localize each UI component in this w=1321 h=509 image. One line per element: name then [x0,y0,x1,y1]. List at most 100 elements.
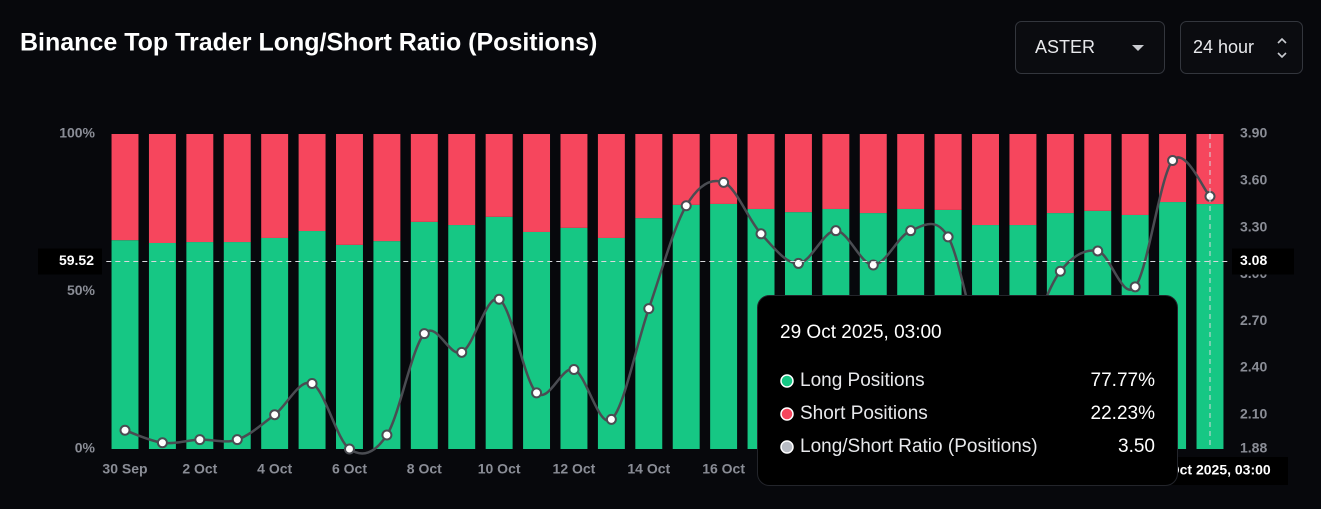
asset-select-label: ASTER [1035,37,1095,57]
ratio-point [343,443,355,455]
bar-segment [523,134,551,232]
bar-segment [298,134,326,232]
bar-segment [1009,134,1037,226]
bar-segment [223,134,251,243]
ratio-point [418,328,430,340]
bar-segment [672,204,700,449]
ratio-point [456,346,468,358]
bar-segment [710,134,738,204]
bar-segment [373,134,401,242]
tooltip-value: 22.23% [1091,403,1156,424]
x-tick-label: 8 Oct [407,461,442,477]
period-select-label: 24 hour [1193,37,1254,57]
bar-segment [485,134,513,217]
bar-segment [560,134,588,228]
ratio-point [605,413,617,425]
bar-segment [485,216,513,449]
y2-tick-label: 2.40 [1240,359,1267,375]
bar-segment [972,134,999,226]
asset-select[interactable] [1015,21,1165,74]
ratio-point [718,176,730,188]
y2-tick-label: 3.30 [1240,218,1267,234]
x-tick-label: 6 Oct [332,461,367,477]
tooltip [757,295,1178,486]
period-select[interactable] [1180,21,1303,74]
ratio-point [568,363,580,375]
bar-segment [336,134,363,245]
tooltip-swatch [780,407,794,421]
x-tick-label: 10 Oct [478,461,521,477]
bar-segment [1121,134,1149,215]
tooltip-value: 77.77% [1091,370,1156,391]
ratio-point [867,259,879,271]
bar-segment [784,134,812,213]
y-tick-label: 100% [59,125,95,141]
bar-segment [298,231,326,449]
bar-segment [148,134,176,243]
ratio-point [792,257,804,269]
tooltip-value: 3.50 [1118,436,1155,457]
ratio-point [1054,265,1066,277]
bar-segment [186,134,214,243]
bar-segment [223,242,251,449]
ratio-point [156,437,168,449]
ratio-point [119,424,131,436]
tooltip-series-name: Long Positions [800,370,925,391]
chart-title: Binance Top Trader Long/Short Ratio (Pos… [20,29,597,57]
crosshair-x-label: 29 Oct 2025, 03:00 [1149,462,1271,478]
ratio-point [643,303,655,315]
bar-segment [111,240,139,449]
ratio-point [1167,155,1179,167]
bar-segment [635,134,663,219]
x-tick-label: 12 Oct [553,461,596,477]
bar-segment [710,203,738,449]
ratio-point [306,378,318,390]
ratio-point [905,225,917,237]
crosshair-y-box [38,248,102,275]
crosshair-y-label: 59.52 [59,252,94,268]
y2-tick-label: 2.70 [1240,312,1267,328]
bar-segment [186,242,214,449]
bar-segment [635,218,663,449]
x-tick-label: 4 Oct [257,461,292,477]
tooltip-series-name: Long/Short Ratio (Positions) [800,436,1038,457]
stepper-icon [1277,37,1287,59]
x-tick-label: 14 Oct [627,461,670,477]
bar-segment [448,134,476,226]
y-tick-label: 0% [75,440,96,456]
x-tick-label: 2 Oct [182,461,217,477]
bar-segment [897,134,925,209]
ratio-point [269,409,281,421]
bar-segment [1046,134,1074,214]
bar-segment [859,134,887,214]
bar-segment [261,134,289,238]
dropdown-caret [1132,45,1144,51]
ratio-point [531,387,543,399]
ratio-point [1092,245,1104,257]
ratio-point [755,228,767,240]
bar-segment [111,134,139,241]
bar-segment [597,237,625,449]
y2-tick-label: 3.90 [1240,125,1267,141]
y2-tick-label: 2.10 [1240,405,1267,421]
bar-segment [597,134,625,238]
bar-segment [523,231,551,449]
crosshair-y2-label: 3.08 [1240,252,1267,268]
crosshair-y2-box [1232,248,1294,275]
bar-segment [1084,134,1112,211]
bar-segment [822,134,850,209]
bar-segment [934,134,962,210]
tooltip-swatch [780,374,794,388]
bar-segment [336,244,363,449]
y2-tick-label: 1.88 [1240,440,1267,456]
ratio-point [830,225,842,237]
tooltip-title: 29 Oct 2025, 03:00 [780,322,942,343]
ratio-point [680,200,692,212]
bar-segment [373,241,401,449]
y-tick-label: 50% [67,282,96,298]
ratio-point [381,429,393,441]
bar-segment [148,242,176,449]
bar-segment [747,134,775,209]
bar-segment [410,134,438,222]
